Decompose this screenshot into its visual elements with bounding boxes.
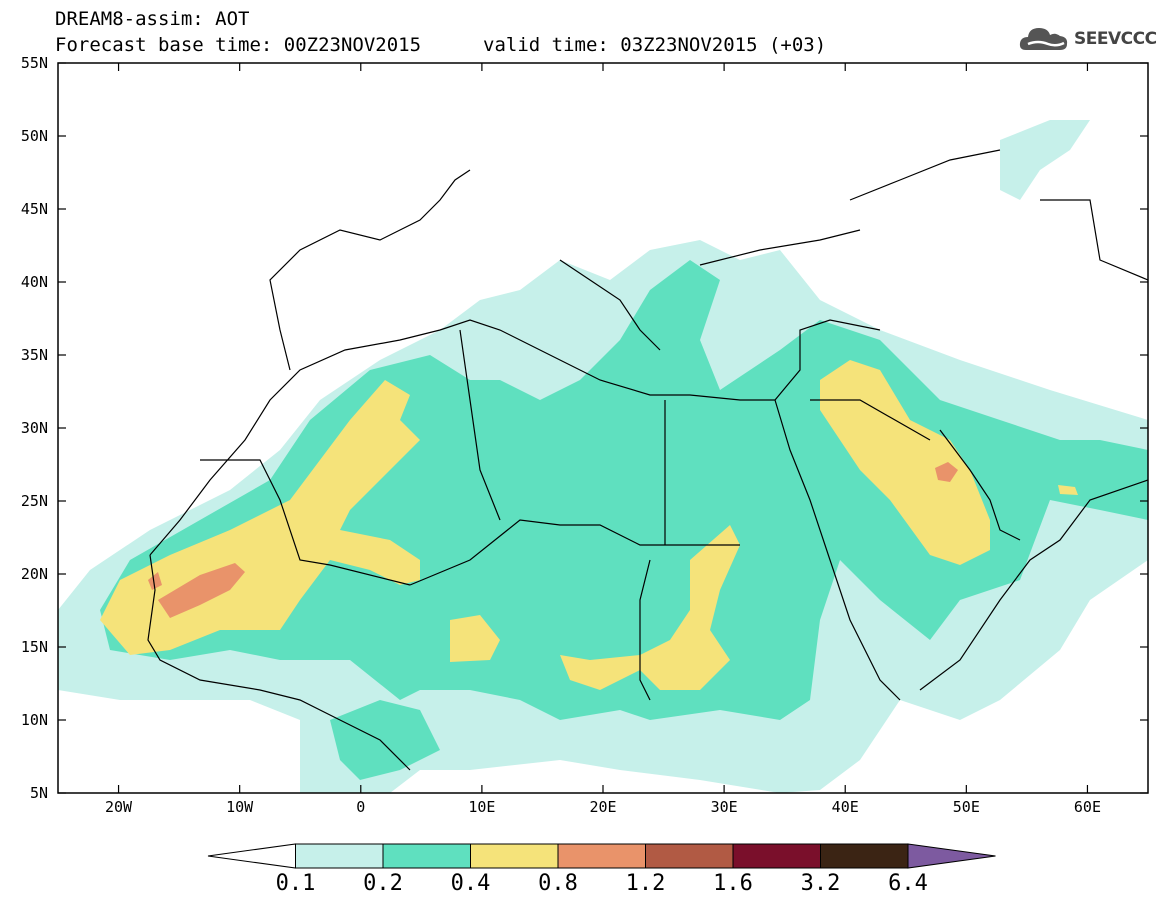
colorbar-label: 0.2 [363,871,403,896]
seevccc-logo: SEEVCCC [1018,24,1157,54]
lat-label: 45N [20,200,48,218]
colorbar-segment [470,843,559,869]
lat-label: 50N [20,127,48,145]
lat-label: 30N [20,419,48,437]
lon-label: 60E [1073,798,1101,816]
colorbar-segment [732,843,821,869]
colorbar-segment [557,843,646,869]
lon-label: 20W [105,798,133,816]
base-time: Forecast base time: 00Z23NOV2015 [55,34,422,56]
lon-label: 20E [589,798,617,816]
colorbar-label: 6.4 [888,871,928,896]
logo-text: SEEVCCC [1074,29,1157,49]
colorbar-label: 0.1 [275,871,316,896]
lon-label: 50E [952,798,980,816]
time-line: Forecast base time: 00Z23NOV2015 valid ti… [55,34,826,56]
aot-0.2-field [100,260,1148,780]
colorbar-segment [820,843,909,869]
lat-label: 15N [20,638,48,656]
colorbar-label: 3.2 [800,871,841,896]
colorbar-segment [382,843,471,869]
lon-label: 40E [831,798,859,816]
axis-ticks [58,62,1148,794]
lat-label: 10N [20,711,48,729]
aot-0.8-field [148,462,958,618]
lat-label: 25N [20,492,48,510]
colorbar-segment [645,843,734,869]
colorbar-segment [207,843,296,869]
valid-time: valid time: 03Z23NOV2015 (+03) [483,34,827,56]
lon-label: 30E [710,798,738,816]
lon-label: 0 [356,798,366,816]
colorbar-label: 0.4 [450,871,491,896]
lat-label: 5N [29,784,48,802]
colorbar-label: 1.6 [713,871,753,896]
colorbar-label: 0.8 [538,871,578,896]
chart-title: DREAM8-assim: AOT [55,8,250,30]
lat-label: 35N [20,346,48,364]
coastlines [147,149,1148,771]
colorbar-segment [295,843,384,869]
lat-label: 20N [20,565,48,583]
cloud-icon [1019,28,1068,50]
lat-label: 40N [20,273,48,291]
lat-label: 55N [20,54,48,72]
aot-0.4-field [100,360,1078,690]
colorbar-label: 1.2 [625,871,666,896]
colorbar-segment [907,843,996,869]
lon-label: 10W [226,798,254,816]
lon-label: 10E [468,798,496,816]
